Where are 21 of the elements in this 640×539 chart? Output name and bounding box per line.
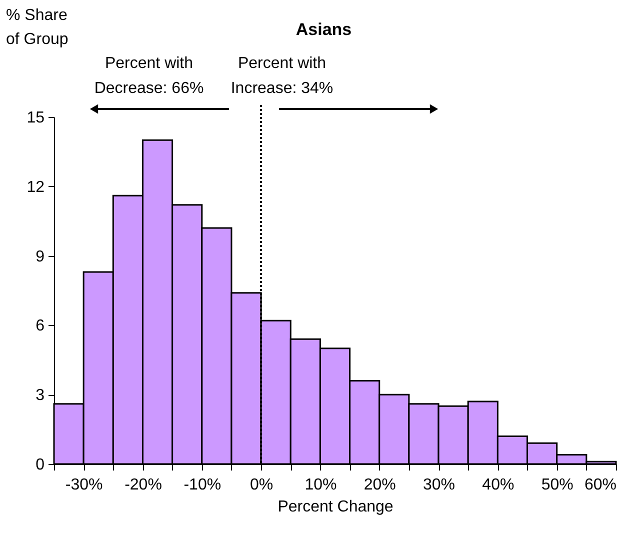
- x-tick-label: -20%: [124, 476, 162, 494]
- text: Percent with Increase: 34%: [230, 55, 334, 97]
- text: Percent with Decrease: 66%: [94, 55, 204, 97]
- y-tick-label: 0: [36, 456, 45, 474]
- y-axis-title: % Share of Group: [6, 7, 68, 48]
- y-tick-label: 12: [26, 178, 45, 196]
- x-tick-label: 40%: [482, 476, 514, 494]
- chart-title: Asians: [296, 20, 352, 39]
- x-tick-label: -30%: [65, 476, 103, 494]
- x-tick-label: 30%: [423, 476, 456, 494]
- x-tick-label: -10%: [184, 476, 222, 494]
- y-tick-label: 15: [26, 110, 45, 126]
- y-tick-label: 3: [36, 387, 45, 404]
- x-axis-title: Percent Change: [278, 498, 394, 516]
- x-tick-label: 60%: [584, 476, 616, 494]
- x-tick-label: 50%: [541, 476, 574, 494]
- y-tick-label: 6: [36, 318, 45, 335]
- x-tick-label: 0%: [250, 476, 274, 494]
- y-tick-label: 9: [36, 248, 45, 266]
- x-tick-label: 20%: [364, 476, 396, 494]
- x-tick-label: 10%: [304, 476, 337, 494]
